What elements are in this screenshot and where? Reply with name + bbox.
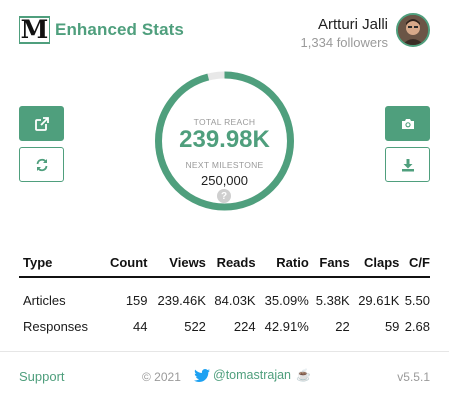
table-cell: 84.03K bbox=[214, 293, 256, 308]
camera-icon bbox=[401, 118, 414, 129]
footer-divider bbox=[0, 351, 449, 352]
table-cell: 2.68 bbox=[404, 318, 430, 334]
col-header[interactable]: C/F bbox=[399, 252, 430, 278]
next-milestone-label: NEXT MILESTONE bbox=[185, 160, 264, 170]
user-name[interactable]: Artturi Jalli bbox=[317, 16, 388, 33]
ring-progress bbox=[155, 71, 294, 211]
table-cell: 59 bbox=[384, 318, 400, 334]
table-cell: 35.09% bbox=[264, 293, 309, 308]
table-cell: 5.50 bbox=[404, 293, 430, 308]
refresh-button[interactable] bbox=[19, 147, 64, 182]
stats-table: Type Count Views Reads Ratio Fans Claps … bbox=[19, 252, 430, 339]
avatar[interactable] bbox=[396, 13, 430, 47]
table-cell: Responses bbox=[23, 318, 89, 334]
col-header[interactable]: Reads bbox=[205, 252, 256, 278]
table-cell: 224 bbox=[233, 318, 256, 334]
table-cell: 159 bbox=[125, 293, 148, 308]
refresh-icon bbox=[36, 158, 47, 171]
table-cell: 239.46K bbox=[157, 293, 206, 308]
next-milestone-value: 250,000 bbox=[201, 173, 248, 188]
medium-logo: M bbox=[19, 16, 50, 44]
logo-letter: M bbox=[19, 15, 50, 44]
col-header[interactable]: Views bbox=[147, 252, 206, 278]
table-row: Articles 159 239.46K 84.03K 35.09% 5.38K… bbox=[19, 277, 430, 313]
header: M Enhanced Stats Artturi Jalli 1,334 fol… bbox=[0, 0, 449, 60]
table-row: Responses 44 522 224 42.91% 22 59 2.68 bbox=[19, 313, 430, 339]
reach-progress-ring bbox=[151, 71, 298, 211]
table-header-row: Type Count Views Reads Ratio Fans Claps … bbox=[19, 252, 430, 278]
col-header[interactable]: Type bbox=[19, 252, 103, 278]
col-header[interactable]: Claps bbox=[349, 252, 400, 278]
user-followers: 1,334 followers bbox=[300, 35, 388, 50]
support-link[interactable]: Support bbox=[19, 369, 65, 384]
twitter-handle[interactable]: @tomastrajan bbox=[213, 368, 291, 382]
avatar-image bbox=[398, 15, 428, 45]
download-button[interactable] bbox=[385, 147, 430, 182]
col-header[interactable]: Fans bbox=[308, 252, 350, 278]
open-external-button[interactable] bbox=[19, 106, 64, 141]
col-header[interactable]: Count bbox=[102, 252, 148, 278]
version-text: v5.5.1 bbox=[397, 370, 430, 384]
twitter-link[interactable]: @tomastrajan ☕ bbox=[194, 368, 311, 382]
screenshot-button[interactable] bbox=[385, 106, 430, 141]
table-cell: 42.91% bbox=[264, 318, 309, 334]
table-cell: 29.61K bbox=[358, 293, 400, 308]
download-icon bbox=[401, 158, 414, 171]
table-cell: 5.38K bbox=[315, 293, 350, 308]
table-cell: 44 bbox=[133, 318, 148, 334]
table-cell: Articles bbox=[23, 293, 66, 308]
table-cell: 22 bbox=[335, 318, 350, 334]
total-reach-value: 239.98K bbox=[179, 126, 270, 153]
col-header[interactable]: Ratio bbox=[255, 252, 309, 278]
info-icon[interactable]: ? bbox=[217, 189, 231, 203]
table-cell: 522 bbox=[184, 318, 206, 334]
external-link-icon bbox=[34, 116, 49, 131]
twitter-icon bbox=[194, 368, 210, 382]
total-reach-label: TOTAL REACH bbox=[193, 117, 256, 127]
coffee-icon[interactable]: ☕ bbox=[296, 368, 311, 382]
copyright-text: © 2021 bbox=[142, 370, 181, 384]
app-title: Enhanced Stats bbox=[55, 20, 184, 39]
